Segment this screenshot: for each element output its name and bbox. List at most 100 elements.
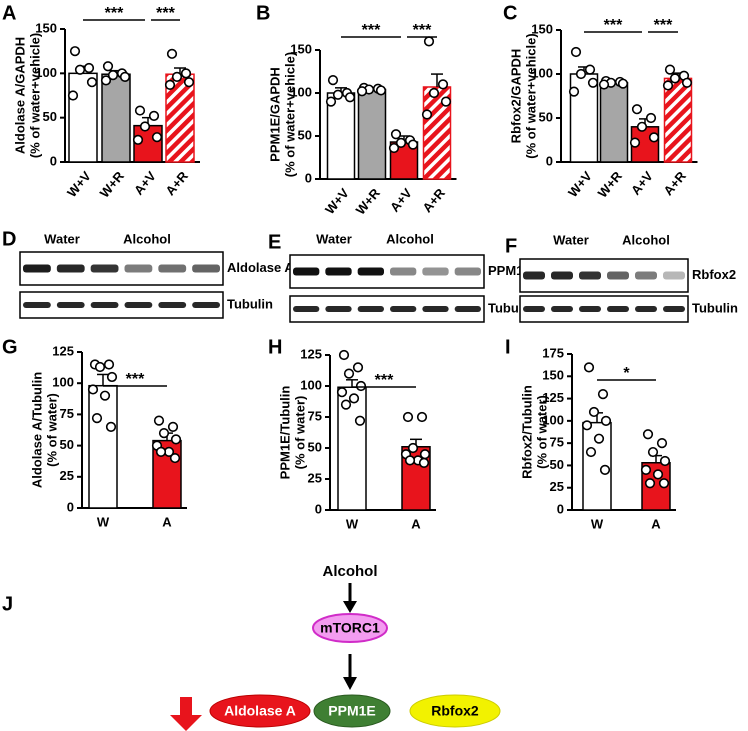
bar xyxy=(88,384,118,509)
data-point xyxy=(134,105,146,116)
arrow-head xyxy=(343,677,357,690)
data-point xyxy=(418,457,430,468)
data-point xyxy=(171,71,183,82)
x-tick-label: W+V xyxy=(64,168,94,200)
data-point xyxy=(588,406,600,418)
bar-chart: A 0 50 100 150 Aldolase A/GAPDH (% of water+ve… xyxy=(2,2,200,201)
data-point xyxy=(170,434,182,445)
bar-chart: C 0 50 100 150 Rbfox2/GAPDH (% of water+vehicl… xyxy=(503,2,698,201)
data-point xyxy=(388,142,400,154)
data-point xyxy=(395,137,407,148)
data-point xyxy=(103,359,115,370)
panel-letter: I xyxy=(505,336,511,358)
data-point xyxy=(167,421,179,432)
data-point xyxy=(575,68,587,80)
data-point xyxy=(107,70,119,81)
blot-frame xyxy=(289,254,485,289)
significance-label: *** xyxy=(413,22,432,39)
y-tick-label: 100 xyxy=(35,65,57,80)
bar-chart: I 0 25 50 75 100 125 150 175 Rbfox2/Tubulin (% of … xyxy=(505,336,676,531)
data-point xyxy=(647,446,659,458)
y-axis-label: PPM1E/Tubulin xyxy=(277,386,292,480)
data-point xyxy=(629,137,641,148)
data-point xyxy=(428,87,440,99)
hub-label: mTORC1 xyxy=(320,620,380,636)
y-tick-label: 100 xyxy=(531,65,553,80)
data-point xyxy=(645,112,657,124)
blot-band xyxy=(192,264,220,273)
target-node xyxy=(409,694,501,728)
blot-band xyxy=(422,267,449,276)
y-tick-label: 0 xyxy=(557,501,564,516)
significance-label: *** xyxy=(126,371,145,388)
y-tick-label: 0 xyxy=(50,153,57,168)
y-tick-label: 100 xyxy=(542,412,564,427)
data-point xyxy=(437,79,449,90)
data-point xyxy=(599,464,611,475)
data-point xyxy=(600,415,612,426)
band-label: Tubulin xyxy=(692,300,738,315)
y-tick-label: 125 xyxy=(542,390,564,405)
bar xyxy=(101,73,131,163)
blot-band xyxy=(192,302,220,308)
data-point xyxy=(658,478,670,489)
bar xyxy=(326,92,356,180)
blot-band xyxy=(158,264,187,273)
data-point xyxy=(338,349,350,361)
band-label: Tubulin xyxy=(227,296,273,311)
blot-band xyxy=(23,302,51,308)
panel-letter: H xyxy=(268,336,282,358)
data-point xyxy=(354,415,366,426)
x-tick-label: A+V xyxy=(387,185,415,215)
data-point xyxy=(102,61,114,72)
target-label: Rbfox2 xyxy=(431,703,479,719)
data-point xyxy=(584,64,596,75)
x-tick-label: A+R xyxy=(419,185,448,215)
blot-band xyxy=(663,306,685,312)
data-point xyxy=(164,79,176,90)
data-point xyxy=(169,452,181,464)
data-point xyxy=(74,64,86,75)
blot-band xyxy=(390,267,417,276)
data-point xyxy=(183,77,195,88)
blot-frame xyxy=(19,291,224,319)
data-point xyxy=(352,362,364,373)
blot-band xyxy=(23,264,51,273)
x-tick-label: A+V xyxy=(131,168,159,198)
data-point xyxy=(151,132,163,143)
y-tick-label: 50 xyxy=(539,109,553,124)
y-axis-label: Rbfox2/Tubulin xyxy=(519,385,534,479)
blot-band xyxy=(390,306,417,312)
x-tick-label: A+V xyxy=(628,168,656,198)
blot-frame xyxy=(519,258,689,293)
blot-band xyxy=(551,306,573,312)
y-tick-label: 125 xyxy=(52,343,74,358)
data-point xyxy=(91,413,103,424)
data-point xyxy=(94,361,106,373)
y-tick-label: 150 xyxy=(531,21,553,36)
data-point xyxy=(99,390,111,401)
y-axis-label: (% of water+vehicle) xyxy=(523,33,538,158)
bar xyxy=(599,82,629,163)
x-tick-label: A xyxy=(162,514,172,529)
y-tick-label: 75 xyxy=(550,435,564,450)
data-point xyxy=(593,433,605,444)
x-tick-label: A xyxy=(411,516,421,531)
panel-letter: F xyxy=(505,235,517,257)
blot-band xyxy=(422,306,449,312)
blot-frame xyxy=(19,251,224,286)
x-tick-label: W+R xyxy=(353,185,384,218)
x-tick-label: A xyxy=(651,516,661,531)
panel-letter: E xyxy=(268,231,281,253)
data-point xyxy=(325,96,337,107)
y-axis-label: Rbfox2/GAPDH xyxy=(508,49,523,144)
y-tick-label: 50 xyxy=(60,437,74,452)
y-axis-label: PPM1E/GAPDH xyxy=(267,67,282,162)
y-axis-label: Aldolase A/GAPDH xyxy=(12,37,27,154)
data-point xyxy=(375,85,387,96)
data-point xyxy=(664,64,676,75)
panel-letter: J xyxy=(2,593,13,615)
y-axis-label: (% of water+vehicle) xyxy=(27,33,42,158)
significance-label: *** xyxy=(375,372,394,389)
